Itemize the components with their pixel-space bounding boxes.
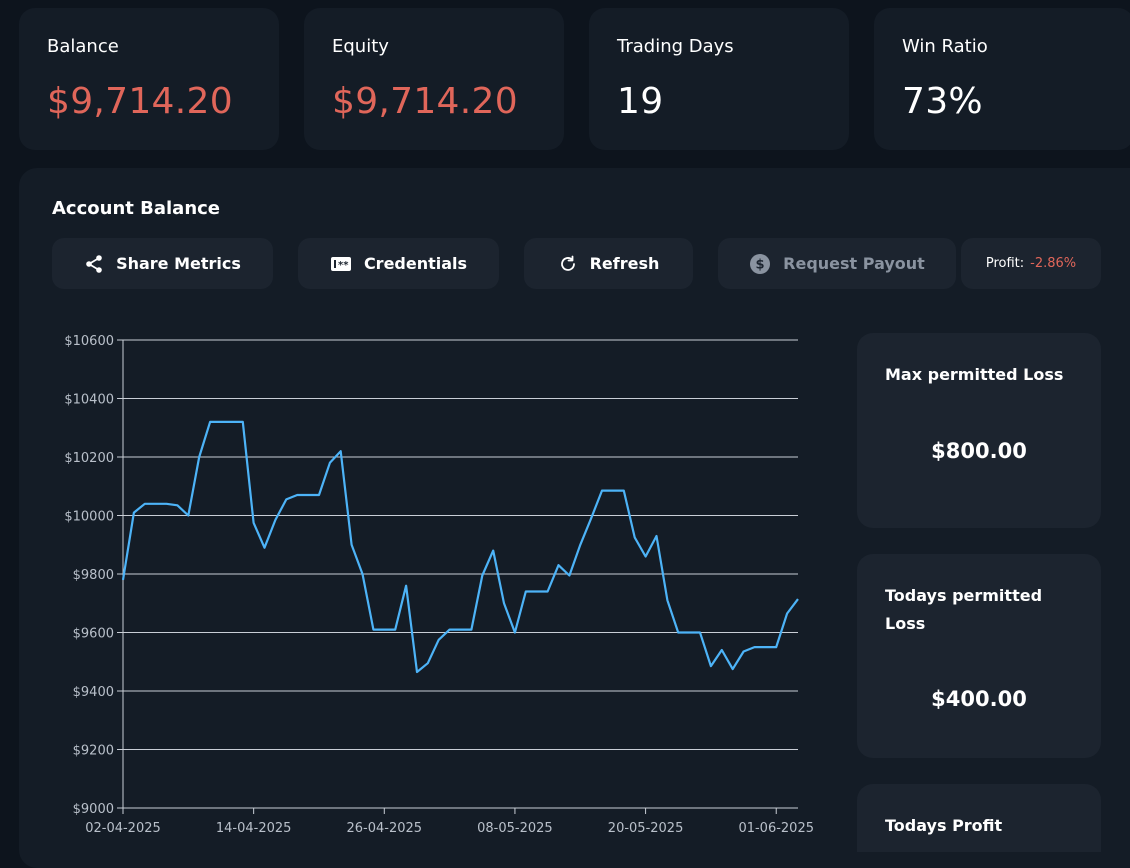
refresh-label: Refresh: [589, 254, 660, 273]
x-tick-label: 14-04-2025: [216, 821, 292, 836]
share-metrics-label: Share Metrics: [116, 254, 241, 273]
refresh-icon: [558, 254, 578, 274]
y-tick-label: $9400: [73, 685, 114, 700]
y-tick-label: $10000: [64, 510, 114, 525]
todays-permitted-loss-title: Todays permitted Loss: [885, 586, 1043, 633]
profit-indicator: Profit: -2.86%: [961, 238, 1101, 289]
credentials-icon: **: [330, 255, 352, 273]
svg-text:$: $: [756, 257, 765, 272]
request-payout-button[interactable]: $ Request Payout: [718, 238, 956, 289]
max-permitted-loss-value: $800.00: [931, 439, 1027, 463]
x-tick-label: 08-05-2025: [477, 821, 553, 836]
share-icon: [84, 254, 104, 274]
y-tick-label: $9200: [73, 744, 114, 759]
profit-value: -2.86%: [1030, 256, 1077, 271]
balance-card: Balance $9,714.20: [19, 8, 279, 150]
y-tick-label: $9000: [73, 802, 114, 817]
profit-label: Profit:: [985, 256, 1025, 271]
y-tick-label: $10600: [64, 334, 114, 349]
max-permitted-loss-title: Max permitted Loss: [885, 365, 1064, 384]
equity-label: Equity: [332, 36, 389, 57]
y-tick-label: $10400: [64, 393, 114, 408]
balance-value: $9,714.20: [47, 81, 233, 122]
y-tick-label: $9800: [73, 568, 114, 583]
todays-permitted-loss-card: Todays permitted Loss $400.00: [857, 554, 1101, 758]
todays-profit-card: Todays Profit: [857, 784, 1101, 852]
x-tick-label: 01-06-2025: [738, 821, 814, 836]
trading-days-label: Trading Days: [617, 36, 734, 57]
win-ratio-label: Win Ratio: [902, 36, 988, 57]
trading-days-value: 19: [617, 81, 664, 122]
balance-label: Balance: [47, 36, 119, 57]
dollar-coin-icon: $: [749, 253, 771, 275]
win-ratio-card: Win Ratio 73%: [874, 8, 1130, 150]
y-tick-label: $10200: [64, 451, 114, 466]
max-permitted-loss-card: Max permitted Loss $800.00: [857, 333, 1101, 528]
request-payout-label: Request Payout: [783, 254, 925, 273]
todays-profit-title: Todays Profit: [885, 816, 1003, 835]
refresh-button[interactable]: Refresh: [524, 238, 693, 289]
win-ratio-value: 73%: [902, 81, 983, 122]
equity-value: $9,714.20: [332, 81, 518, 122]
trading-days-card: Trading Days 19: [589, 8, 849, 150]
credentials-button[interactable]: ** Credentials: [298, 238, 499, 289]
y-tick-label: $9600: [73, 627, 114, 642]
x-tick-label: 20-05-2025: [608, 821, 684, 836]
equity-card: Equity $9,714.20: [304, 8, 564, 150]
x-tick-label: 02-04-2025: [85, 821, 161, 836]
balance-series-line: [121, 420, 799, 674]
share-metrics-button[interactable]: Share Metrics: [52, 238, 273, 289]
credentials-label: Credentials: [363, 254, 468, 273]
svg-text:**: **: [338, 260, 349, 271]
panel-title: Account Balance: [52, 198, 221, 219]
x-tick-label: 26-04-2025: [347, 821, 423, 836]
todays-permitted-loss-value: $400.00: [931, 687, 1027, 711]
